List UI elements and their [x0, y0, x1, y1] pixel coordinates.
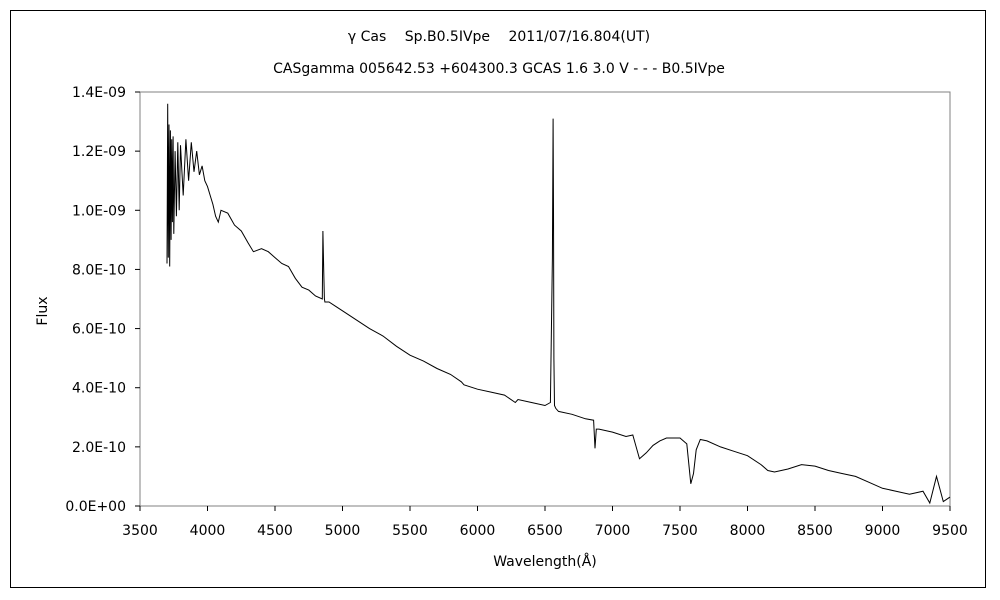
x-tick-label: 5500	[392, 523, 428, 539]
chart-frame: γ Cas Sp.B0.5IVpe 2011/07/16.804(UT) CAS…	[10, 10, 986, 588]
chart-title: γ Cas Sp.B0.5IVpe 2011/07/16.804(UT)	[348, 29, 650, 45]
x-tick-label: 7000	[595, 523, 631, 539]
y-tick-label: 1.2E-09	[72, 144, 126, 160]
x-axis-ticks: 3500 4000 4500 5000 5500 6000 6500 7000 7500 8000…	[122, 506, 968, 539]
x-tick-label: 7500	[662, 523, 698, 539]
x-tick-label: 6500	[527, 523, 563, 539]
y-tick-label: 0.0E+00	[65, 499, 126, 515]
y-tick-label: 1.0E-09	[72, 203, 126, 219]
x-tick-label: 5000	[325, 523, 361, 539]
y-tick-label: 6.0E-10	[72, 322, 126, 338]
x-tick-label: 9500	[932, 523, 968, 539]
x-tick-label: 4000	[190, 523, 226, 539]
plot-area	[139, 91, 951, 507]
x-tick-label: 4500	[257, 523, 293, 539]
chart-subtitle: CASgamma 005642.53 +604300.3 GCAS 1.6 3.…	[273, 61, 725, 77]
x-axis-label: Wavelength(Å)	[493, 553, 597, 570]
x-tick-label: 9000	[865, 523, 901, 539]
x-tick-label: 6000	[460, 523, 496, 539]
y-axis-ticks: 0.0E+00 2.0E-10 4.0E-10 6.0E-10 8.0E-10 1.0E-…	[65, 85, 140, 515]
y-tick-label: 8.0E-10	[72, 262, 126, 278]
y-tick-label: 1.4E-09	[72, 85, 126, 101]
series-line	[166, 103, 951, 505]
y-tick-label: 4.0E-10	[72, 381, 126, 397]
spectrum-chart: γ Cas Sp.B0.5IVpe 2011/07/16.804(UT) CAS…	[35, 29, 968, 570]
x-tick-label: 8500	[797, 523, 833, 539]
x-tick-label: 8000	[730, 523, 766, 539]
y-tick-label: 2.0E-10	[72, 440, 126, 456]
x-tick-label: 3500	[122, 523, 158, 539]
y-axis-label: Flux	[35, 296, 51, 325]
